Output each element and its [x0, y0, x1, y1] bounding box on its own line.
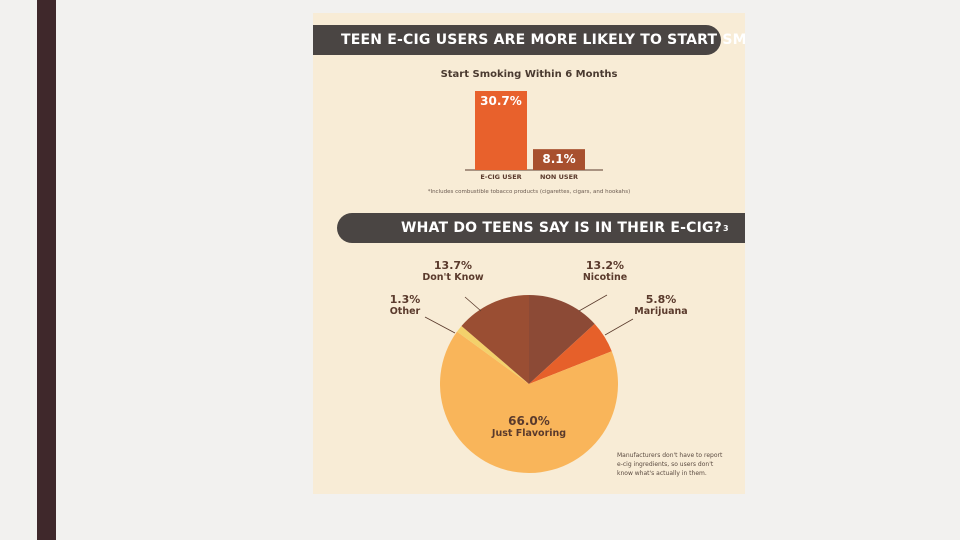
banner-reference: 3: [723, 223, 729, 233]
pie-label-name: Just Flavoring: [491, 428, 567, 439]
pie-label-value: 66.0%: [508, 414, 550, 428]
pie-leader-line: [604, 318, 634, 336]
side-note-line: Manufacturers don't have to report: [617, 452, 723, 459]
bar-category-label: E-CIG USER: [480, 173, 521, 181]
pie-label-other: 1.3% Other: [365, 293, 445, 317]
pie-label-name: Marijuana: [634, 306, 688, 317]
banner-title: WHAT DO TEENS SAY IS IN THEIR E-CIG?: [401, 220, 722, 236]
pie-slice-marijuana: [529, 323, 612, 384]
side-note-line: know what's actually in them.: [617, 470, 707, 477]
banner-e-cig-users: TEEN E-CIG USERS ARE MORE LIKELY TO STAR…: [313, 25, 745, 55]
pie-slice-other: [456, 325, 529, 384]
pie-label-name: Nicotine: [582, 272, 628, 283]
pie-label-just-flavoring: 66.0% Just Flavoring: [489, 414, 569, 440]
side-note-line: e-cig ingredients, so users don't: [617, 461, 714, 468]
pie-slice-don-t-know: [461, 295, 529, 384]
infographic: TEEN E-CIG USERS ARE MORE LIKELY TO STAR…: [313, 13, 745, 494]
pie-leader-line: [464, 296, 482, 312]
pie-leader-line: [578, 294, 608, 312]
pie-slice-nicotine: [529, 295, 595, 384]
pie-leader-line: [424, 316, 456, 334]
bar-value-label: 30.7%: [480, 94, 522, 108]
pie-label-value: 1.3%: [389, 293, 421, 306]
footnote: *Includes combustible tobacco products (…: [427, 189, 631, 195]
pie-label-marijuana: 5.8% Marijuana: [621, 293, 701, 317]
pie-label-nicotine: 13.2% Nicotine: [565, 259, 645, 283]
pie-label-don-t-know: 13.7% Don't Know: [413, 259, 493, 283]
banner-teens-ecig: WHAT DO TEENS SAY IS IN THEIR E-CIG? 3: [337, 213, 745, 243]
bar-e-cig-user: [475, 91, 527, 170]
pie-label-value: 5.8%: [645, 293, 677, 306]
pie-label-name: Other: [389, 306, 421, 317]
side-note: Manufacturers don't have to report e-cig…: [617, 451, 727, 478]
bar-chart: 30.7% E-CIG USER 8.1% NON USER: [465, 91, 603, 181]
pie-label-value: 13.7%: [433, 259, 473, 272]
pie-chart: [424, 294, 634, 473]
pie-label-value: 13.2%: [585, 259, 625, 272]
slide-accent-bar: [37, 0, 56, 540]
bar-category-label: NON USER: [540, 173, 578, 181]
banner-title: TEEN E-CIG USERS ARE MORE LIKELY TO STAR…: [341, 32, 745, 48]
bar-chart-title: Start Smoking Within 6 Months: [440, 69, 618, 80]
bar-value-label: 8.1%: [542, 152, 575, 166]
bar-non-user: [533, 149, 585, 170]
pie-label-name: Don't Know: [422, 272, 484, 283]
pie-slice-just-flavoring: [440, 331, 618, 473]
